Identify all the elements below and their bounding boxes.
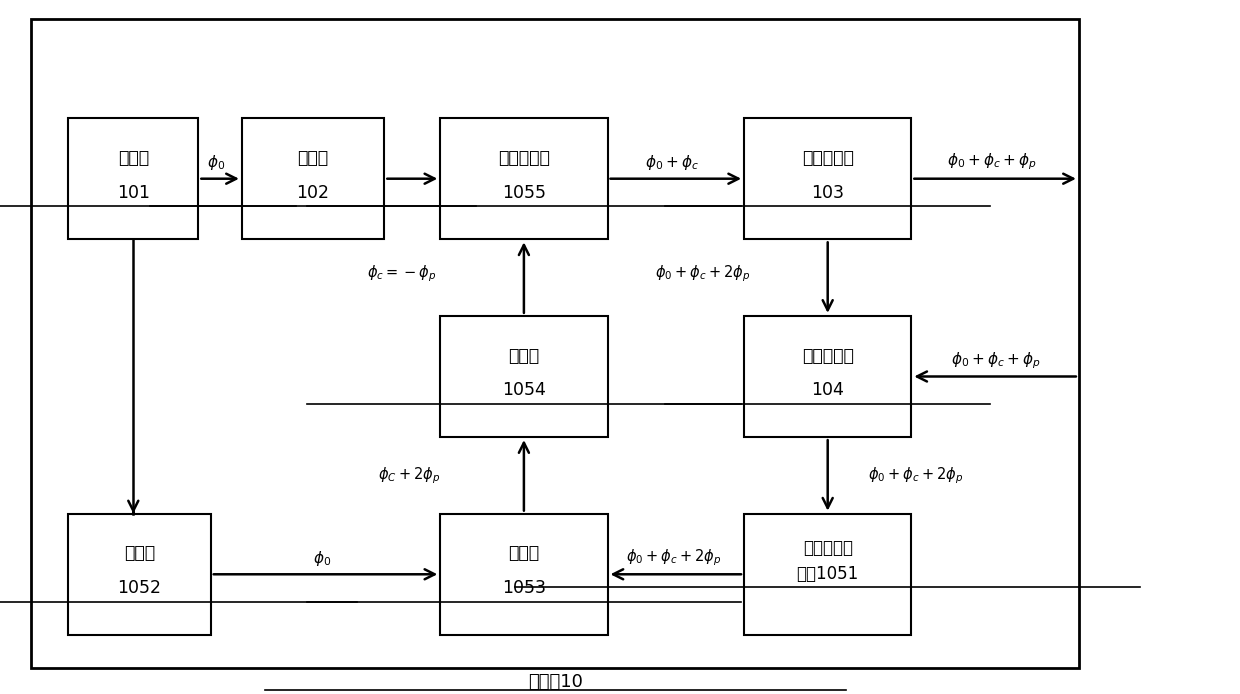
Text: $\phi_{C}+2\phi_{p}$: $\phi_{C}+2\phi_{p}$ bbox=[378, 465, 440, 486]
Text: 激光器: 激光器 bbox=[298, 149, 329, 167]
Text: 102: 102 bbox=[296, 184, 330, 201]
Text: $\phi_{c}=-\phi_{p}$: $\phi_{c}=-\phi_{p}$ bbox=[367, 264, 436, 285]
Text: 1055: 1055 bbox=[502, 184, 546, 201]
Bar bbox=[440, 118, 608, 239]
Bar bbox=[744, 118, 911, 239]
Text: $\phi_{0}$: $\phi_{0}$ bbox=[207, 153, 224, 172]
Text: 光纤拉伸器: 光纤拉伸器 bbox=[498, 149, 549, 167]
Text: 微波源: 微波源 bbox=[118, 149, 149, 167]
Text: $\phi_{0}+\phi_{c}+2\phi_{p}$: $\phi_{0}+\phi_{c}+2\phi_{p}$ bbox=[868, 465, 963, 486]
Text: $\phi_{0}+\phi_{c}+2\phi_{p}$: $\phi_{0}+\phi_{c}+2\phi_{p}$ bbox=[655, 264, 750, 285]
Bar bbox=[440, 514, 608, 635]
Bar bbox=[744, 316, 911, 437]
Text: 第三扩束镜: 第三扩束镜 bbox=[802, 347, 853, 364]
Text: $\phi_{0}+\phi_{c}+\phi_{p}$: $\phi_{0}+\phi_{c}+\phi_{p}$ bbox=[947, 151, 1037, 172]
Text: 处理器: 处理器 bbox=[508, 347, 539, 364]
Text: $\phi_{0}+\phi_{c}$: $\phi_{0}+\phi_{c}$ bbox=[645, 153, 699, 172]
Text: 1053: 1053 bbox=[502, 579, 546, 597]
Bar bbox=[68, 514, 211, 635]
Bar bbox=[242, 118, 384, 239]
Text: $\phi_{0}+\phi_{c}+\phi_{p}$: $\phi_{0}+\phi_{c}+\phi_{p}$ bbox=[951, 350, 1040, 371]
Bar bbox=[744, 514, 911, 635]
Text: 1054: 1054 bbox=[502, 382, 546, 399]
Text: 1052: 1052 bbox=[118, 579, 161, 597]
Text: $\phi_{0}+\phi_{c}+2\phi_{p}$: $\phi_{0}+\phi_{c}+2\phi_{p}$ bbox=[626, 547, 720, 568]
Text: 移相器: 移相器 bbox=[124, 545, 155, 562]
Text: 第一光电探: 第一光电探 bbox=[802, 539, 853, 557]
Text: $\phi_{0}$: $\phi_{0}$ bbox=[314, 549, 331, 568]
Bar bbox=[31, 19, 1079, 668]
Text: 鉴相器: 鉴相器 bbox=[508, 545, 539, 562]
Text: 发送端10: 发送端10 bbox=[528, 672, 583, 691]
Text: 101: 101 bbox=[117, 184, 150, 201]
Text: 测器1051: 测器1051 bbox=[796, 566, 859, 583]
Bar bbox=[440, 316, 608, 437]
Text: 104: 104 bbox=[811, 382, 844, 399]
Text: 103: 103 bbox=[811, 184, 844, 201]
Text: 第一扩束镜: 第一扩束镜 bbox=[802, 149, 853, 167]
Bar bbox=[68, 118, 198, 239]
